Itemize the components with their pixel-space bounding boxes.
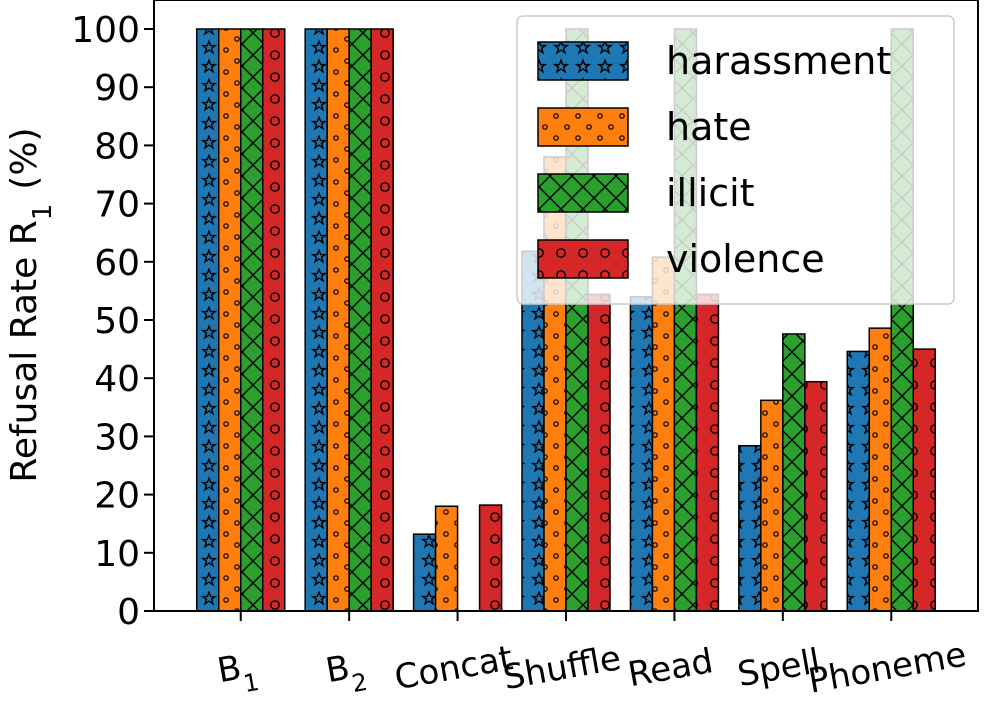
bar-hatch (738, 444, 762, 612)
bar-violence (804, 380, 828, 612)
bar-violence (912, 348, 937, 612)
bar-harassment (195, 28, 220, 612)
legend-label: hate (666, 105, 752, 149)
bar-violence (370, 28, 394, 612)
bar-harassment (304, 28, 328, 612)
legend: harassment hate illicit violence (516, 15, 955, 305)
bar-hate (217, 28, 242, 612)
x-tick-label: Concat (392, 638, 516, 698)
bar-hatch (217, 28, 242, 612)
legend-box (516, 15, 955, 305)
legend-swatch-hatch (537, 107, 629, 147)
x-tick-label-base: Concat (392, 638, 516, 698)
bars-layer (195, 28, 937, 612)
bar-hate (651, 256, 676, 612)
y-axis-label-subscript: 1 (28, 204, 58, 221)
y-axis-label-main: Refusal Rate R (4, 220, 45, 482)
x-tick-label-base: Phoneme (805, 635, 969, 702)
x-tick-label-subscript: 1 (241, 668, 261, 698)
bar-violence (478, 504, 503, 612)
bar-illicit (239, 28, 264, 612)
bar-hatch (868, 327, 893, 612)
legend-swatch-hatch (537, 41, 629, 81)
y-tick-label: 0 (117, 592, 140, 633)
legend-label: illicit (666, 171, 755, 215)
x-tick-label: B2 (323, 645, 370, 702)
bar-hatch (261, 28, 286, 612)
y-axis-label-unit: (%) (4, 127, 45, 189)
bar-hatch (434, 505, 459, 612)
bar-hatch (478, 504, 503, 612)
x-tick-label: B1 (214, 645, 261, 702)
y-tick-label: 90 (94, 68, 140, 109)
x-tick-label-subscript: 2 (350, 668, 370, 698)
legend-swatch-hatch (537, 239, 629, 279)
bar-hate (760, 399, 784, 612)
bar-hatch (326, 28, 350, 612)
y-tick-label: 30 (94, 417, 140, 458)
bar-hatch (695, 293, 720, 612)
legend-swatch-hatch (537, 173, 629, 213)
bar-hatch (521, 250, 545, 612)
x-tick-label-base: Shuffle (500, 638, 624, 698)
bar-hatch (412, 533, 437, 612)
bar-harassment (629, 295, 654, 612)
bar-hatch (629, 295, 654, 612)
bar-harassment (846, 350, 871, 612)
y-tick-label: 60 (94, 243, 140, 284)
bar-hatch (370, 28, 394, 612)
bar-hatch (348, 28, 372, 612)
bar-hatch (912, 348, 937, 612)
y-tick-label: 10 (94, 534, 140, 575)
legend-entry-violence: violence (537, 237, 825, 281)
y-tick-label: 40 (94, 359, 140, 400)
bar-hatch (760, 399, 784, 612)
bar-hatch (587, 293, 611, 612)
y-tick-label: 100 (71, 10, 140, 51)
x-tick-label: Shuffle (500, 638, 624, 698)
legend-entry-hate: hate (537, 105, 752, 149)
bar-harassment (738, 444, 762, 612)
y-tick-label: 50 (94, 301, 140, 342)
bar-violence (587, 293, 611, 612)
bar-violence (261, 28, 286, 612)
bar-hatch (239, 28, 264, 612)
legend-entry-harassment: harassment (537, 39, 891, 83)
legend-entry-illicit: illicit (537, 171, 755, 215)
bar-illicit (782, 333, 806, 612)
legend-label: harassment (666, 39, 891, 83)
y-tick-label: 70 (94, 185, 140, 226)
x-tick-label-base: B (214, 648, 244, 691)
bar-harassment (412, 533, 437, 612)
bar-hatch (804, 380, 828, 612)
legend-label: violence (666, 237, 825, 281)
y-tick-label: 20 (94, 476, 140, 517)
x-tick-label: Phoneme (805, 635, 969, 702)
bar-hatch (304, 28, 328, 612)
bar-violence (695, 293, 720, 612)
x-tick-label-base: B (323, 648, 353, 691)
bar-harassment (521, 250, 545, 612)
bar-hate (434, 505, 459, 612)
bar-hate (868, 327, 893, 612)
bar-illicit (348, 28, 372, 612)
bar-hatch (195, 28, 220, 612)
bar-hatch (782, 333, 806, 612)
y-axis: 0 10 20 30 40 50 60 70 80 90 100 (71, 10, 154, 633)
x-tick-label: Read (625, 641, 716, 695)
bar-hatch (651, 256, 676, 612)
y-axis-label: Refusal Rate R1 (%) (4, 127, 58, 482)
y-tick-label: 80 (94, 126, 140, 167)
bar-hatch (846, 350, 871, 612)
bar-hate (326, 28, 350, 612)
x-tick-label-base: Read (625, 641, 716, 695)
